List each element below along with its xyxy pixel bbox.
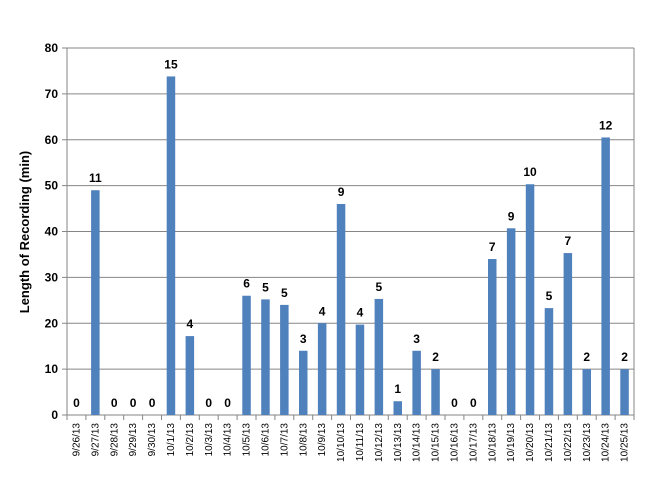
bar: [355, 324, 365, 415]
data-label: 0: [73, 396, 80, 410]
bar: [261, 299, 270, 415]
bar: [506, 228, 516, 415]
x-tick-label: 10/10/13: [336, 423, 347, 462]
data-label: 2: [621, 350, 628, 364]
x-tick-label: 10/6/13: [260, 423, 271, 457]
x-tick-label: 10/5/13: [242, 423, 253, 457]
y-tick-label: 50: [45, 179, 59, 193]
data-label: 5: [546, 289, 553, 303]
bar: [431, 369, 440, 415]
data-label: 7: [565, 234, 572, 248]
x-tick-label: 10/17/13: [468, 423, 479, 462]
data-label: 5: [262, 280, 269, 294]
data-label: 12: [599, 118, 613, 132]
data-label: 9: [508, 209, 515, 223]
bar: [487, 259, 497, 415]
x-tick-label: 10/24/13: [601, 423, 612, 462]
x-tick-label: 10/11/13: [355, 423, 366, 462]
y-axis-label: Length of Recording (min): [17, 151, 32, 313]
bar: [185, 336, 195, 415]
x-tick-label: 10/13/13: [393, 423, 404, 462]
gridlines: [67, 47, 634, 416]
x-tick-label: 9/26/13: [71, 423, 82, 457]
data-label: 3: [300, 332, 307, 346]
bar: [242, 295, 251, 415]
x-tick-label: 10/9/13: [317, 423, 328, 457]
data-label: 15: [164, 57, 178, 71]
bar: [317, 323, 327, 415]
data-label: 0: [130, 396, 137, 410]
x-tick-label: 10/4/13: [223, 423, 234, 457]
data-label: 9: [338, 185, 345, 199]
bar: [336, 203, 346, 415]
data-label: 1: [394, 382, 401, 396]
data-label: 2: [432, 350, 439, 364]
data-label: 10: [523, 165, 537, 179]
y-tick-label: 60: [45, 133, 59, 147]
x-tick-label: 10/8/13: [298, 423, 309, 457]
data-label: 5: [281, 286, 288, 300]
x-tick-label: 10/20/13: [525, 423, 536, 462]
bars: [91, 76, 629, 416]
y-tick-label: 10: [45, 362, 59, 376]
y-tick-label: 70: [45, 87, 59, 101]
data-label: 0: [111, 396, 118, 410]
data-label: 4: [187, 317, 194, 331]
data-label: 2: [583, 350, 590, 364]
x-tick-label: 9/30/13: [147, 423, 158, 457]
bar: [525, 184, 535, 415]
x-tick-label: 10/12/13: [374, 423, 385, 462]
data-label: 11: [89, 171, 102, 185]
x-tick-label: 10/3/13: [204, 423, 215, 457]
data-label: 0: [451, 396, 458, 410]
data-label: 0: [224, 396, 231, 410]
x-tick-label: 10/14/13: [412, 423, 423, 462]
x-tick-label: 10/22/13: [563, 423, 574, 462]
data-label: 3: [413, 332, 420, 346]
bar: [412, 350, 421, 415]
x-tick-label: 9/29/13: [128, 423, 139, 457]
x-tick-label: 9/27/13: [90, 423, 101, 457]
y-tick-label: 0: [51, 408, 58, 422]
data-label: 5: [376, 280, 383, 294]
x-tick-label: 9/28/13: [109, 423, 120, 457]
bar: [166, 76, 176, 415]
x-tick-label: 10/19/13: [506, 423, 517, 462]
bar: [544, 308, 554, 415]
data-label: 4: [319, 304, 326, 318]
bar: [393, 401, 403, 415]
bar: [563, 253, 573, 415]
y-tick-label: 40: [45, 225, 59, 239]
data-label: 6: [243, 277, 250, 291]
bar: [280, 304, 289, 415]
x-axis-tick-labels: 9/26/13 9/27/13 9/28/13 9/29/13 9/30/13 10/1/…: [66, 415, 635, 462]
data-label: 0: [149, 396, 156, 410]
data-label: 4: [357, 306, 364, 320]
x-tick-label: 10/2/13: [185, 423, 196, 457]
bar: [601, 137, 610, 416]
x-tick-label: 10/23/13: [582, 423, 593, 462]
data-label: 0: [205, 396, 212, 410]
bar: [582, 369, 592, 415]
y-tick-label: 80: [45, 41, 59, 55]
bar: [374, 298, 384, 415]
data-label: 0: [470, 396, 477, 410]
x-tick-label: 10/18/13: [487, 423, 498, 462]
x-tick-label: 10/7/13: [279, 423, 290, 457]
x-tick-label: 10/16/13: [449, 423, 460, 462]
data-label: 7: [489, 240, 496, 254]
x-tick-label: 10/1/13: [166, 423, 177, 457]
bar: [620, 369, 629, 415]
y-tick-label: 30: [45, 270, 59, 284]
y-tick-label: 20: [45, 316, 59, 330]
bar: [91, 190, 100, 415]
x-tick-label: 10/25/13: [620, 423, 631, 462]
bar: [298, 350, 308, 415]
x-tick-label: 10/15/13: [431, 423, 442, 462]
x-tick-label: 10/21/13: [544, 423, 555, 462]
